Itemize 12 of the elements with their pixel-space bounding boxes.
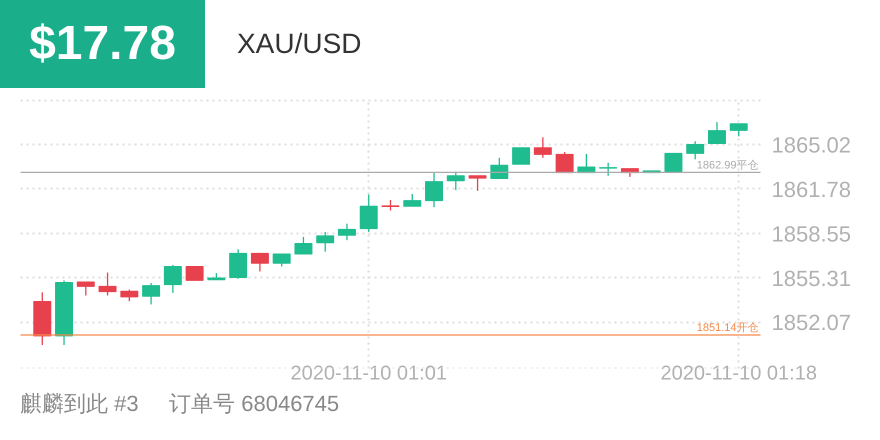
y-tick-label: 1861.78 [772, 176, 852, 202]
chart-subtitle: $17.78 [0, 0, 205, 88]
chart-title: XAU/USD [237, 27, 362, 61]
y-tick-label: 1852.07 [772, 310, 852, 336]
x-tick-label: 2020-11-10 01:01 [290, 362, 447, 384]
y-tick-label: 1858.55 [772, 221, 852, 246]
ref-line-label: 1851.14开仓 [696, 322, 759, 334]
x-tick-label: 2020-11-10 01:18 [660, 362, 817, 384]
y-tick-label: 1855.31 [772, 266, 852, 291]
ref-line-label: 1862.99平仓 [696, 159, 759, 172]
text: 麒麟到此 #3 订单号 68046745 [20, 391, 340, 416]
y-tick-label: 1865.02 [772, 132, 852, 158]
